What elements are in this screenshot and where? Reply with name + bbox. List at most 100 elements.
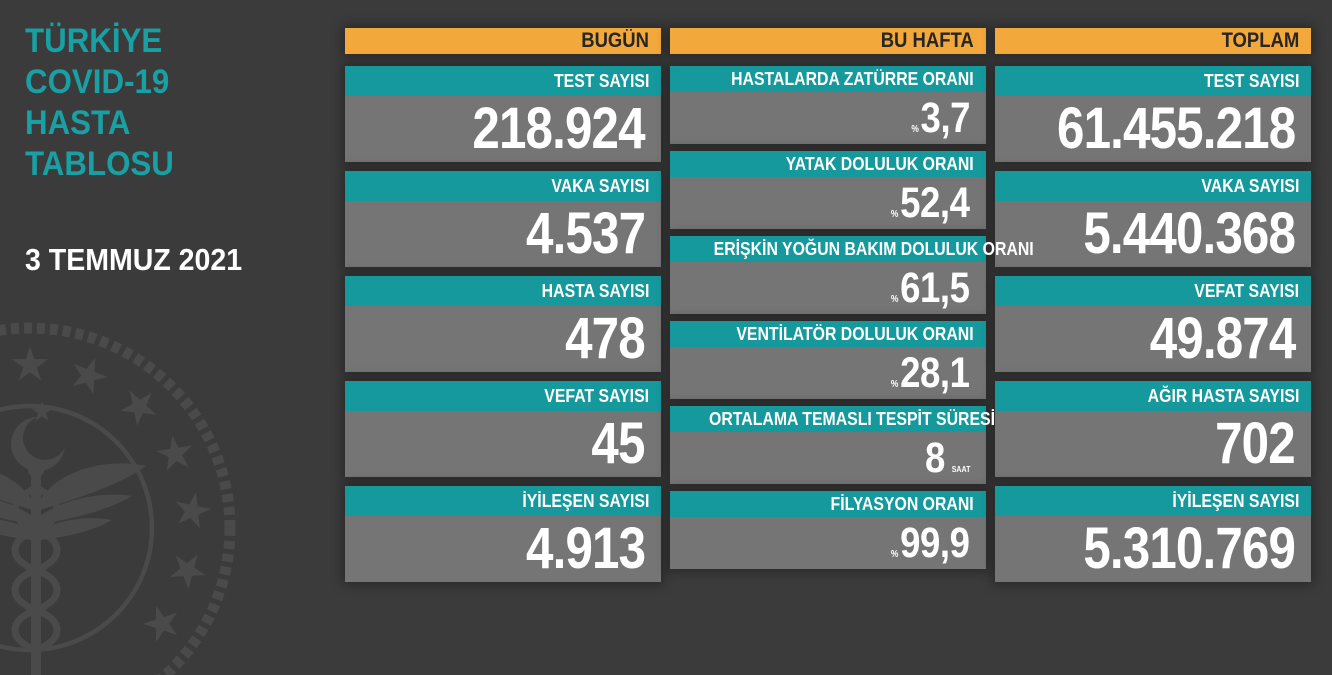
stat-value: 218.924 xyxy=(345,96,661,162)
stat-label-text: HASTALARDA ZATÜRRE ORANI xyxy=(731,69,974,89)
stat-label-text: ERİŞKİN YOĞUN BAKIM DOLULUK ORANI xyxy=(713,239,1034,259)
value-number: 61,5 xyxy=(900,264,971,312)
stat-value: 45 xyxy=(345,411,661,477)
stat-box: VAKA SAYISI 4.537 xyxy=(345,171,661,267)
stats-board: BUGÜN TEST SAYISI 218.924 VAKA SAYISI 4.537 H… xyxy=(345,0,1311,596)
column-header-label: BU HAFTA xyxy=(880,29,974,52)
page-title-line: TABLOSU xyxy=(25,147,345,188)
title-text: HASTA xyxy=(25,104,131,142)
stat-value: %3,7 xyxy=(670,92,986,144)
value-prefix: % xyxy=(891,209,899,220)
stat-value: %61,5 xyxy=(670,262,986,314)
stat-value: 49.874 xyxy=(995,306,1311,372)
stat-value-text: %61,5 xyxy=(891,262,970,326)
value-number: 478 xyxy=(565,306,646,371)
stat-value: 4.913 xyxy=(345,516,661,582)
stat-box: İYİLEŞEN SAYISI 4.913 xyxy=(345,486,661,582)
value-number: 52,4 xyxy=(900,179,971,227)
stat-label: YATAK DOLULUK ORANI xyxy=(670,151,986,177)
stat-box: HASTA SAYISI 478 xyxy=(345,276,661,372)
page-title-line: HASTA xyxy=(25,106,345,147)
stat-value-text: 4.537 xyxy=(526,201,646,282)
stat-box: TEST SAYISI 218.924 xyxy=(345,66,661,162)
value-prefix: % xyxy=(891,294,899,305)
value-number: 4.913 xyxy=(525,516,646,581)
title-panel: TÜRKİYE COVID-19 HASTA TABLOSU 3 TEMMUZ … xyxy=(0,0,345,596)
stat-label: VAKA SAYISI xyxy=(345,171,661,201)
title-text: TÜRKİYE xyxy=(25,22,163,60)
stat-box: AĞIR HASTA SAYISI 702 xyxy=(995,381,1311,477)
value-prefix: % xyxy=(891,379,899,390)
stat-value-text: 61.455.218 xyxy=(1056,96,1296,177)
stat-value: %99,9 xyxy=(670,517,986,569)
rope-ring xyxy=(0,322,236,675)
stat-label-text: VEFAT SAYISI xyxy=(1194,281,1299,301)
value-number: 99,9 xyxy=(900,519,971,567)
stat-box: ERİŞKİN YOĞUN BAKIM DOLULUK ORANI %61,5 xyxy=(670,236,1034,314)
stat-box: ORTALAMA TEMASLI TESPİT SÜRESİ 8 SAAT xyxy=(670,406,995,484)
stat-label: VAKA SAYISI xyxy=(995,171,1311,201)
page-title-line: TÜRKİYE xyxy=(25,24,345,65)
stat-value-text: %52,4 xyxy=(891,177,970,241)
stat-label-text: VAKA SAYISI xyxy=(1200,176,1299,196)
value-number: 8 xyxy=(924,434,945,482)
stat-box: HASTALARDA ZATÜRRE ORANI %3,7 xyxy=(670,66,986,144)
stat-label: HASTALARDA ZATÜRRE ORANI xyxy=(670,66,986,92)
value-suffix: SAAT xyxy=(951,464,970,474)
stat-label: ORTALAMA TEMASLI TESPİT SÜRESİ xyxy=(670,406,995,432)
column-header-label: BUGÜN xyxy=(581,29,649,52)
value-number: 5.440.368 xyxy=(1083,201,1296,266)
stat-box: İYİLEŞEN SAYISI 5.310.769 xyxy=(995,486,1311,582)
stat-label-text: VEFAT SAYISI xyxy=(544,386,649,406)
column-total: TOPLAM TEST SAYISI 61.455.218 VAKA SAYISI 5.… xyxy=(995,28,1311,596)
column-today: BUGÜN TEST SAYISI 218.924 VAKA SAYISI 4.537 H… xyxy=(345,28,661,596)
stat-label-text: FİLYASYON ORANI xyxy=(830,494,974,514)
stat-value-text: %3,7 xyxy=(911,92,970,156)
value-number: 45 xyxy=(591,411,646,476)
stat-label-text: YATAK DOLULUK ORANI xyxy=(785,154,974,174)
stat-value: 61.455.218 xyxy=(995,96,1311,162)
stat-value: 8 SAAT xyxy=(670,432,986,484)
stat-value: %28,1 xyxy=(670,347,986,399)
value-number: 61.455.218 xyxy=(1056,96,1296,161)
page-title-line: COVID-19 xyxy=(25,65,345,106)
stat-value: 478 xyxy=(345,306,661,372)
stat-value-text: 4.913 xyxy=(525,516,646,597)
stat-box: VENTİLATÖR DOLULUK ORANI %28,1 xyxy=(670,321,986,399)
value-number: 28,1 xyxy=(900,349,971,397)
stat-value: 5.310.769 xyxy=(995,516,1311,582)
value-number: 5.310.769 xyxy=(1083,516,1296,581)
stat-label: İYİLEŞEN SAYISI xyxy=(995,486,1311,516)
stat-label: AĞIR HASTA SAYISI xyxy=(995,381,1311,411)
stat-value-text: 49.874 xyxy=(1149,306,1296,387)
stat-box: VEFAT SAYISI 45 xyxy=(345,381,661,477)
stat-label: ERİŞKİN YOĞUN BAKIM DOLULUK ORANI xyxy=(670,236,1034,262)
stat-label-text: ORTALAMA TEMASLI TESPİT SÜRESİ xyxy=(709,409,996,429)
column-this-week: BU HAFTA HASTALARDA ZATÜRRE ORANI %3,7 YATA… xyxy=(670,28,1034,596)
stat-value-text: %99,9 xyxy=(891,517,970,581)
column-header-label: TOPLAM xyxy=(1221,29,1299,52)
stat-value: 4.537 xyxy=(345,201,661,267)
crescent-icon xyxy=(11,401,67,471)
stat-value: %52,4 xyxy=(670,177,986,229)
stat-value-text: 5.440.368 xyxy=(1083,201,1296,282)
column-header-total: TOPLAM xyxy=(995,28,1311,54)
stat-value: 702 xyxy=(995,411,1311,477)
stat-label-text: TEST SAYISI xyxy=(1203,71,1299,91)
stat-label: İYİLEŞEN SAYISI xyxy=(345,486,661,516)
report-date-text: 3 TEMMUZ 2021 xyxy=(25,242,243,277)
stat-box: FİLYASYON ORANI %99,9 xyxy=(670,491,986,569)
stat-box: VAKA SAYISI 5.440.368 xyxy=(995,171,1311,267)
value-number: 49.874 xyxy=(1149,306,1296,371)
stat-value-text: 8 SAAT xyxy=(925,432,970,495)
stat-box: YATAK DOLULUK ORANI %52,4 xyxy=(670,151,986,229)
stat-label-text: TEST SAYISI xyxy=(553,71,649,91)
stat-label: TEST SAYISI xyxy=(995,66,1311,96)
stat-box: TEST SAYISI 61.455.218 xyxy=(995,66,1311,162)
stat-value: 5.440.368 xyxy=(995,201,1311,267)
stat-value-text: 5.310.769 xyxy=(1083,516,1296,597)
title-text: COVID-19 xyxy=(25,63,170,101)
title-text: TABLOSU xyxy=(25,145,174,183)
column-header-today: BUGÜN xyxy=(345,28,661,54)
stat-label: FİLYASYON ORANI xyxy=(670,491,986,517)
